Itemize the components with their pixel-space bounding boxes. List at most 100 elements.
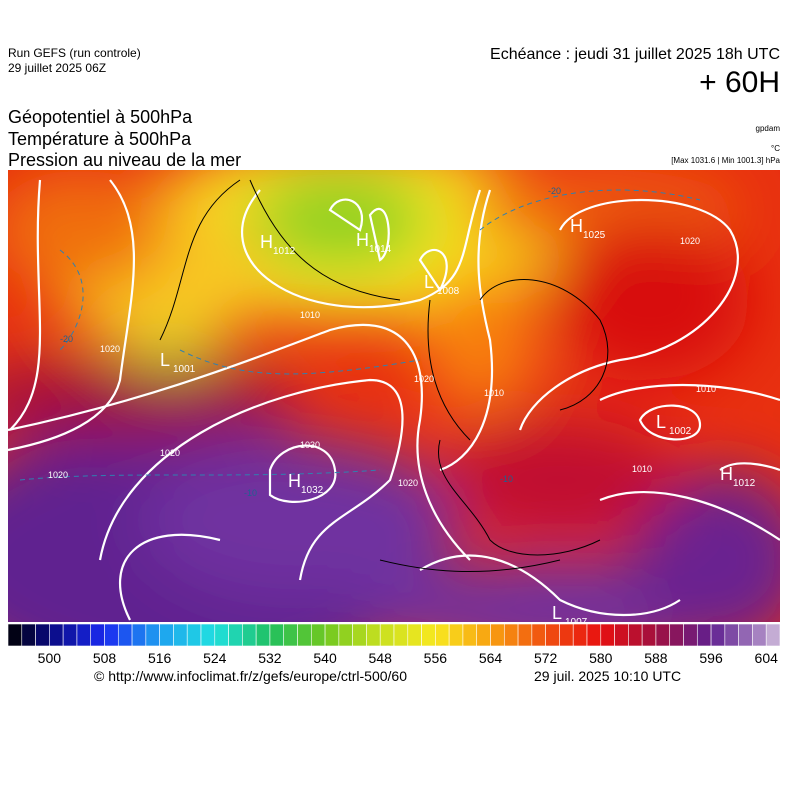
contour-label: 1010 [300,310,320,320]
contour-label: 1020 [100,344,120,354]
center-value: 1012 [733,478,756,489]
contour-label: -10 [500,474,513,484]
color-swatch [173,623,188,647]
color-swatch [117,623,133,647]
center-letter: H [288,471,301,491]
center-letter: L [552,603,562,623]
color-swatch [738,623,753,647]
center-value: 1002 [669,426,692,437]
color-swatch [214,623,229,647]
title: Géopotentiel à 500hPa [8,107,193,127]
colorbar-tick-label: 548 [369,650,393,666]
color-swatch [503,623,519,647]
run-date: 29 juillet 2025 06Z [8,61,107,75]
color-swatch [517,623,533,647]
color-swatch [669,623,684,647]
colorbar-tick-label: 540 [313,650,337,666]
center-value: 1001 [173,364,196,375]
center-letter: H [720,464,733,484]
colorbar-tick-label: 516 [148,650,172,666]
color-swatch [462,623,478,647]
color-swatch [228,623,243,647]
color-swatch [104,623,119,647]
generated-time: 29 juil. 2025 10:10 UTC [534,668,682,684]
color-swatch [628,623,643,647]
color-swatch [765,623,781,647]
color-swatch [641,623,657,647]
color-swatch [683,623,698,647]
contour-label: -20 [548,186,561,196]
colorbar-tick-label: 508 [93,650,117,666]
center-letter: L [656,412,666,432]
contour-label: 1020 [398,478,418,488]
center-letter: H [356,230,369,250]
colorbar-tick-label: 572 [534,650,558,666]
color-swatch [448,623,464,647]
contour-label: 1010 [484,388,504,398]
color-swatch [724,623,739,647]
title: Pression au niveau de la mer [8,150,242,170]
colorbar-tick-label: 500 [38,650,62,666]
color-swatch [490,623,505,647]
coastlines [159,179,609,573]
color-swatch [710,623,726,647]
title: Température à 500hPa [8,129,192,149]
color-swatch [696,623,712,647]
contour-label: 1020 [160,448,180,458]
color-swatch [242,623,257,647]
color-swatch [269,623,285,647]
color-swatch [310,623,326,647]
source: © http://www.infoclimat.fr/z/gefs/europe… [94,668,408,684]
field [8,170,780,622]
color-swatch [324,623,340,647]
color-swatch [421,623,436,647]
color-swatch [283,623,298,647]
color-swatch [297,623,312,647]
color-swatch [559,623,574,647]
contour-label: 1010 [632,464,652,474]
color-swatch [655,623,671,647]
center-value: 1032 [301,485,324,496]
run-label: Run GEFS (run controle) [8,46,141,60]
unit: gpdam [755,124,780,133]
echeance: Echéance : jeudi 31 juillet 2025 18h UTC [490,46,780,63]
colorbar-tick-label: 524 [203,650,227,666]
contour-label: 1010 [696,384,716,394]
color-swatch [435,623,450,647]
center-value: 1012 [273,246,296,257]
center-value: 1007 [565,617,588,628]
colorbar-tick-label: 596 [699,650,723,666]
center-value: 1008 [437,286,460,297]
isotherms [19,189,701,481]
center-letter: H [570,216,583,236]
center-value: 1025 [583,230,606,241]
color-swatch [476,623,491,647]
color-swatch [352,623,367,647]
color-swatch [145,623,160,647]
color-swatch [62,623,78,647]
isobars [8,179,780,621]
colorbar-tick-label: 556 [424,650,448,666]
color-swatch [159,623,174,647]
contour-label: -10 [244,488,257,498]
color-swatch [407,623,422,647]
lead-time: + 60H [699,66,780,99]
colorbar-tick-label: 532 [258,650,282,666]
contour-label: 1020 [680,236,700,246]
color-swatch [586,623,602,647]
center-letter: L [424,272,434,292]
color-swatch [752,623,767,647]
colorbar-tick-label: 588 [644,650,668,666]
contour-label: 1020 [414,374,434,384]
color-swatch [90,623,105,647]
color-swatch [35,623,50,647]
unit: [Max 1031.6 | Min 1001.3] hPa [671,156,780,165]
colorbar-tick-label: 580 [589,650,613,666]
color-swatch [76,623,92,647]
color-swatch [379,623,395,647]
color-swatch [255,623,271,647]
color-swatch [600,623,615,647]
color-swatch [545,623,560,647]
